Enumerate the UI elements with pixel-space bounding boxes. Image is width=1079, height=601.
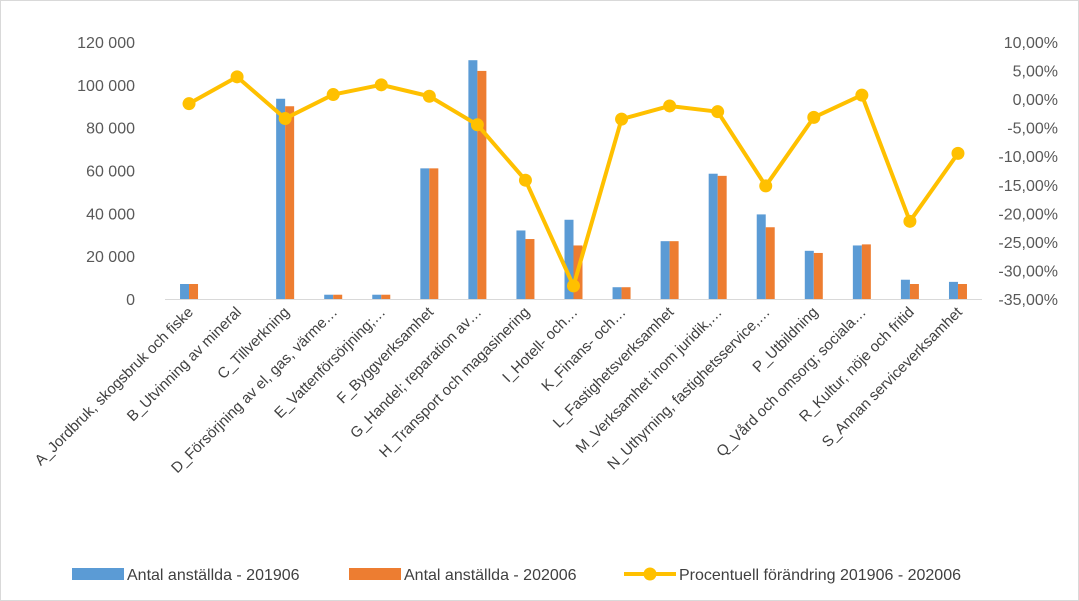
change-point: [326, 88, 340, 102]
category-labels: A_Jordbruk, skogsbruk och fiskeB_Utvinni…: [32, 303, 967, 477]
bar-201906: [180, 284, 190, 299]
bar-201906: [660, 241, 670, 299]
bar-series: [165, 60, 982, 300]
bar-201906: [420, 168, 430, 299]
bar-201906: [468, 60, 478, 300]
legend-label-change: Procentuell förändring 201906 - 202006: [679, 567, 961, 584]
legend: Antal anställda - 201906 Antal anställda…: [72, 567, 961, 584]
legend-marker-change: [643, 567, 657, 581]
bar-202006: [765, 227, 775, 299]
bar-202006: [621, 287, 631, 299]
bar-202006: [333, 294, 343, 299]
bar-201906: [852, 245, 862, 299]
right-tick-label: -5,00%: [1007, 121, 1058, 138]
change-point: [759, 179, 773, 193]
bar-202006: [957, 284, 967, 299]
legend-label-201906: Antal anställda - 201906: [127, 567, 300, 584]
right-tick-label: 10,00%: [1004, 35, 1058, 52]
legend-label-202006: Antal anställda - 202006: [404, 567, 577, 584]
bar-202006: [525, 239, 535, 299]
left-tick-label: 0: [126, 292, 135, 309]
bar-202006: [813, 252, 823, 299]
right-tick-label: -25,00%: [998, 235, 1058, 252]
bar-201906: [276, 98, 286, 299]
change-point: [951, 146, 965, 160]
bar-202006: [477, 70, 487, 299]
right-tick-label: -15,00%: [998, 178, 1058, 195]
right-tick-label: 5,00%: [1013, 64, 1058, 81]
change-point: [711, 105, 725, 119]
left-tick-label: 60 000: [86, 164, 135, 181]
change-point: [230, 70, 244, 84]
change-point: [518, 173, 532, 187]
change-point: [470, 118, 484, 132]
bar-202006: [909, 284, 919, 299]
bar-201906: [804, 250, 814, 299]
change-point: [855, 88, 869, 102]
bar-201906: [372, 294, 382, 299]
bar-201906: [324, 294, 334, 299]
change-point: [278, 112, 292, 126]
bar-201906: [564, 219, 574, 299]
right-axis-ticks: -35,00% -30,00% -25,00% -20,00% -15,00% -10,0…: [998, 35, 1058, 309]
category-label: K_Finans- och…: [538, 304, 629, 395]
change-point: [567, 279, 580, 293]
legend-swatch-202006: [349, 568, 401, 580]
right-tick-label: -10,00%: [998, 149, 1058, 166]
left-tick-label: 20 000: [86, 249, 135, 266]
bar-202006: [861, 244, 871, 299]
bar-202006: [285, 106, 295, 299]
bar-201906: [756, 214, 766, 299]
line-series: [182, 70, 965, 293]
legend-swatch-201906: [72, 568, 124, 580]
bar-202006: [429, 168, 439, 299]
bar-202006: [189, 284, 199, 299]
change-point: [903, 214, 917, 228]
bar-201906: [900, 279, 910, 299]
left-tick-label: 40 000: [86, 206, 135, 223]
change-point: [663, 99, 677, 113]
right-tick-label: -35,00%: [998, 292, 1058, 309]
bar-202006: [381, 294, 391, 299]
right-tick-label: -30,00%: [998, 263, 1058, 280]
left-tick-label: 120 000: [77, 35, 135, 52]
right-tick-label: -20,00%: [998, 206, 1058, 223]
bar-202006: [717, 175, 727, 299]
bar-201906: [948, 281, 958, 299]
right-tick-label: 0,00%: [1013, 92, 1058, 109]
bar-201906: [516, 230, 526, 299]
change-point: [182, 97, 196, 111]
left-axis-ticks: 0 20 000 40 000 60 000 80 000 100 000 120 000: [77, 35, 135, 309]
left-tick-label: 100 000: [77, 78, 135, 95]
change-point: [615, 112, 629, 126]
bar-201906: [612, 287, 622, 299]
change-point: [374, 78, 388, 92]
change-point: [422, 89, 436, 103]
change-point: [807, 110, 821, 124]
bar-201906: [708, 173, 718, 299]
left-tick-label: 80 000: [86, 121, 135, 138]
bar-202006: [669, 241, 679, 299]
